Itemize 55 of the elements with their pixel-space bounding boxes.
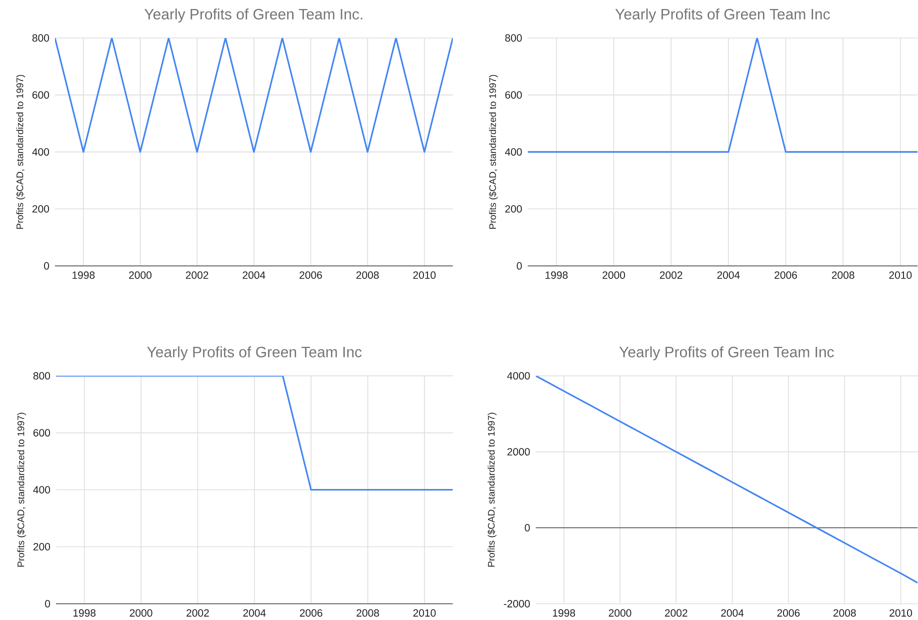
- x-tick-label: 2000: [608, 609, 632, 617]
- x-tick-label: 2010: [413, 609, 436, 617]
- chart-title: Yearly Profits of Green Team Inc: [147, 346, 362, 360]
- y-tick-label: 200: [32, 205, 50, 213]
- x-tick-label: 2000: [129, 271, 152, 279]
- x-tick-label: 1998: [552, 609, 576, 617]
- y-axis-title: Profits ($CAD, standardized to 1997): [17, 412, 26, 567]
- chart-title: Yearly Profits of Green Team Inc: [615, 8, 830, 22]
- x-tick-label: 2008: [356, 271, 379, 279]
- y-tick-label: 0: [516, 262, 522, 270]
- y-tick-label: 800: [32, 34, 50, 42]
- x-tick-label: 2000: [602, 271, 626, 279]
- y-tick-label: 600: [32, 91, 50, 99]
- x-tick-label: 2002: [186, 609, 209, 617]
- x-tick-label: 2010: [890, 609, 912, 617]
- x-tick-label: 2008: [832, 271, 854, 279]
- y-tick-label: 400: [504, 148, 522, 156]
- y-tick-label: 400: [33, 486, 50, 494]
- x-tick-label: 2004: [721, 609, 744, 617]
- x-tick-label: 2006: [300, 271, 322, 279]
- y-tick-label: 2000: [507, 448, 530, 456]
- x-tick-label: 2006: [300, 609, 322, 617]
- x-tick-label: 1998: [73, 609, 96, 617]
- x-tick-label: 2004: [242, 271, 266, 279]
- x-tick-label: 2004: [717, 271, 740, 279]
- x-tick-label: 2000: [130, 609, 152, 617]
- chart-title: Yearly Profits of Green Team Inc: [619, 346, 834, 360]
- x-tick-label: 2008: [356, 609, 379, 617]
- x-tick-label: 2008: [833, 609, 856, 617]
- x-tick-label: 2006: [774, 271, 797, 279]
- y-tick-label: 4000: [507, 372, 530, 380]
- x-tick-label: 2002: [186, 271, 208, 279]
- y-tick-label: 600: [33, 429, 50, 437]
- y-tick-label: 800: [505, 34, 522, 42]
- x-tick-label: 2010: [889, 271, 912, 279]
- y-axis-title: Profits ($CAD, standardized to 1997): [488, 412, 497, 567]
- y-tick-label: -2000: [504, 600, 530, 608]
- x-tick-label: 2004: [243, 609, 266, 617]
- y-tick-label: 200: [33, 543, 50, 550]
- x-tick-label: 2002: [660, 271, 682, 279]
- y-tick-label: 400: [32, 148, 50, 156]
- x-tick-label: 2002: [665, 609, 688, 617]
- y-axis-title: Profits ($CAD, standardized to 1997): [488, 74, 498, 229]
- y-tick-label: 600: [505, 91, 522, 99]
- x-tick-label: 1998: [546, 271, 568, 279]
- y-tick-label: 800: [33, 372, 50, 380]
- x-tick-label: 1998: [72, 271, 95, 279]
- y-tick-label: 0: [524, 524, 530, 532]
- x-tick-label: 2010: [413, 271, 436, 279]
- y-axis-title: Profits ($CAD, standardized to 1997): [16, 74, 26, 229]
- y-tick-label: 0: [45, 600, 50, 608]
- x-tick-label: 2006: [777, 609, 800, 617]
- chart-title: Yearly Profits of Green Team Inc.: [144, 8, 362, 22]
- y-tick-label: 0: [44, 262, 50, 270]
- y-tick-label: 200: [505, 205, 522, 213]
